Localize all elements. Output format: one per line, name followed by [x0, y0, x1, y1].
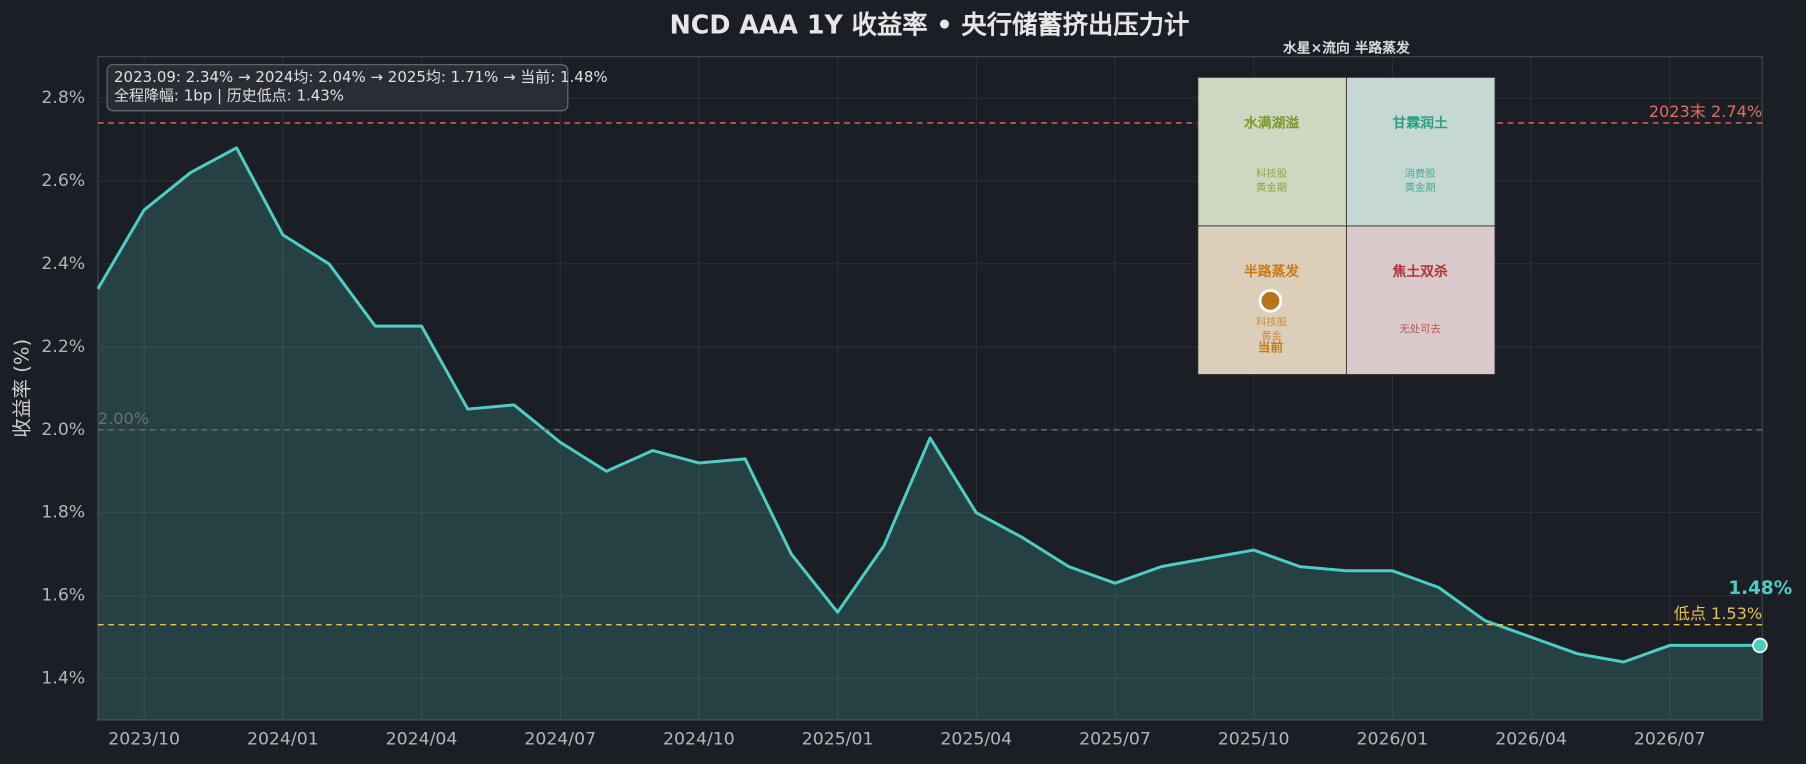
x-tick-label: 2025/04: [940, 730, 1012, 750]
y-tick-label: 2.2%: [41, 337, 85, 357]
y-tick-label: 2.4%: [41, 254, 85, 274]
reference-label: 低点 1.53%: [1674, 604, 1763, 623]
quadrant-item: 黄金期: [1405, 181, 1436, 194]
x-tick-label: 2025/10: [1218, 730, 1290, 750]
line: [96, 146, 1763, 664]
x-tick-label: 2024/07: [524, 730, 596, 750]
plot-frame: [97, 56, 1763, 721]
reference-label: 2.00%: [98, 409, 149, 428]
end-label: 1.48%: [1728, 578, 1792, 599]
quadrant-name: 甘霖润土: [1393, 114, 1448, 131]
x-tick-label: 2026/07: [1634, 730, 1706, 750]
x-tick-label: 2026/01: [1357, 730, 1429, 750]
area: [97, 147, 1763, 721]
quadrant-item: 消费股: [1405, 167, 1436, 180]
current-label: 当前: [1258, 340, 1284, 355]
y-tick-label: 2.6%: [41, 171, 85, 191]
chart-title: NCD AAA 1Y 收益率 • 央行储蓄挤出压力计: [670, 10, 1190, 40]
info-text: 2023.09: 2.34% → 2024均: 2.04% → 2025均: 1…: [114, 68, 608, 86]
current-marker: [1258, 288, 1283, 313]
y-tick-label: 2.0%: [41, 420, 85, 440]
end-marker: [1752, 637, 1768, 654]
quadrant-item: 科技股: [1256, 316, 1287, 329]
quadrant-name: 焦土双杀: [1392, 263, 1448, 280]
x-tick-label: 2023/10: [108, 730, 180, 750]
quadrant-name: 水满湖溢: [1244, 114, 1299, 131]
quadrant-cell: [1345, 225, 1496, 375]
quadrant-item: 科技股: [1256, 167, 1287, 180]
info-text: 全程降幅: 1bp | 历史低点: 1.43%: [114, 86, 344, 104]
y-tick-label: 2.8%: [41, 88, 85, 108]
quadrant-name: 半路蒸发: [1244, 263, 1299, 280]
x-tick-label: 2024/10: [663, 730, 735, 750]
info-box: [106, 64, 569, 112]
y-tick-label: 1.4%: [41, 669, 85, 689]
quadrant-cell: [1345, 76, 1496, 227]
x-tick-label: 2024/04: [386, 730, 458, 750]
x-tick-label: 2024/01: [247, 730, 319, 750]
reference-label: 2023末 2.74%: [1649, 102, 1762, 121]
y-axis-label: 收益率 (%): [11, 339, 34, 438]
quadrant-title: 水星×流向 半路蒸发: [1283, 40, 1410, 57]
quadrant-item: 无处可去: [1399, 324, 1440, 336]
y-tick-label: 1.6%: [41, 586, 85, 606]
x-tick-label: 2026/04: [1495, 730, 1567, 750]
y-tick-label: 1.8%: [41, 503, 85, 523]
quadrant-item: 黄金: [1261, 330, 1282, 343]
x-tick-label: 2025/01: [802, 730, 874, 750]
x-tick-label: 2025/07: [1079, 730, 1151, 750]
quadrant-item: 黄金期: [1256, 181, 1287, 194]
quadrant-cell: [1197, 76, 1347, 227]
